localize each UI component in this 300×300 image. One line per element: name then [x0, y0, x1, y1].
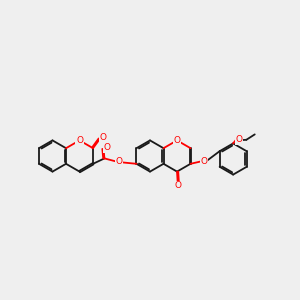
- Text: O: O: [103, 143, 111, 152]
- Text: O: O: [236, 135, 243, 144]
- Text: O: O: [76, 136, 83, 145]
- Text: O: O: [173, 136, 181, 145]
- Text: O: O: [100, 133, 107, 142]
- Text: O: O: [174, 181, 181, 190]
- Text: O: O: [115, 157, 122, 166]
- Text: O: O: [200, 157, 208, 166]
